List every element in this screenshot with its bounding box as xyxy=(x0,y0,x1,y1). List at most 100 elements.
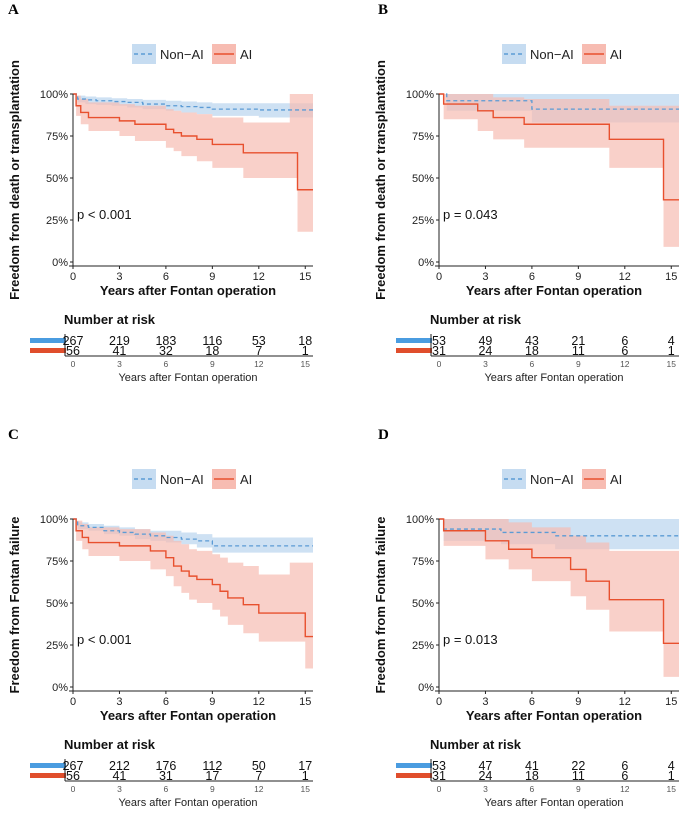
km-curve-ai xyxy=(439,93,679,201)
x-tick-label: 0 xyxy=(70,696,76,708)
risk-count-non-ai: 116 xyxy=(202,334,222,348)
risk-count-ai: 1 xyxy=(302,344,309,358)
x-tick-label: 6 xyxy=(163,696,169,708)
risk-x-tick-label: 3 xyxy=(483,359,488,369)
risk-x-tick-label: 15 xyxy=(301,784,311,794)
risk-count-ai: 56 xyxy=(66,344,80,358)
y-tick-label: 0% xyxy=(52,682,68,694)
risk-x-tick-label: 9 xyxy=(210,784,215,794)
risk-count-ai: 31 xyxy=(432,769,446,783)
risk-x-tick-label: 6 xyxy=(164,784,169,794)
y-tick-label: 75% xyxy=(412,556,434,568)
y-tick-label: 50% xyxy=(412,598,434,610)
x-axis-label: Years after Fontan operation xyxy=(466,283,642,298)
legend-label-ai: AI xyxy=(240,472,252,487)
risk-count-ai: 31 xyxy=(159,769,173,783)
risk-table-title: Number at risk xyxy=(64,737,156,752)
legend-label-non-ai: Non−AI xyxy=(160,47,204,62)
risk-x-tick-label: 0 xyxy=(71,359,76,369)
panel-d: D Non−AI AI 0% 25% 50% 75% 100% 0 3 6 9 12 15 Years af… xyxy=(373,427,679,809)
panel-letter: B xyxy=(378,2,388,18)
risk-count-ai: 41 xyxy=(112,344,126,358)
x-tick-label: 9 xyxy=(209,271,215,283)
x-tick-label: 9 xyxy=(209,696,215,708)
legend: Non−AI AI xyxy=(502,44,622,64)
legend-label-ai: AI xyxy=(240,47,252,62)
y-tick-label: 100% xyxy=(406,514,434,526)
y-tick-label: 50% xyxy=(412,173,434,185)
y-axis-label: Freedom from Fontan failure xyxy=(373,517,388,694)
panel-c: C Non−AI AI 0% 25% 50% 75% 100% 0 3 6 9 12 15 Years af… xyxy=(7,427,313,809)
risk-x-axis-label: Years after Fontan operation xyxy=(484,372,623,384)
risk-count-non-ai: 6 xyxy=(621,759,628,773)
x-tick-label: 6 xyxy=(163,271,169,283)
ci-band-non-ai xyxy=(73,519,313,553)
risk-x-tick-label: 0 xyxy=(437,359,442,369)
risk-count-ai: 11 xyxy=(572,344,585,358)
y-tick-label: 50% xyxy=(46,173,68,185)
km-curve-non-ai xyxy=(439,518,679,537)
risk-count-non-ai: 50 xyxy=(252,759,266,773)
legend-label-non-ai: Non−AI xyxy=(160,472,204,487)
risk-x-tick-label: 0 xyxy=(71,784,76,794)
risk-count-non-ai: 53 xyxy=(432,759,446,773)
risk-x-tick-label: 3 xyxy=(117,359,122,369)
x-tick-label: 12 xyxy=(253,696,265,708)
x-tick-label: 15 xyxy=(665,271,677,283)
x-tick-label: 3 xyxy=(116,271,122,283)
risk-x-tick-label: 12 xyxy=(620,359,630,369)
risk-count-ai: 31 xyxy=(432,344,446,358)
risk-x-tick-label: 9 xyxy=(576,784,581,794)
ci-band-ai xyxy=(439,519,679,677)
x-tick-label: 9 xyxy=(575,271,581,283)
risk-count-non-ai: 21 xyxy=(571,334,585,348)
risk-x-tick-label: 15 xyxy=(667,784,677,794)
risk-count-ai: 17 xyxy=(205,769,219,783)
y-tick-label: 0% xyxy=(52,257,68,269)
y-tick-label: 25% xyxy=(412,640,434,652)
risk-x-axis-label: Years after Fontan operation xyxy=(118,797,257,809)
risk-count-ai: 1 xyxy=(668,769,675,783)
risk-key-non-ai xyxy=(396,338,432,343)
risk-count-non-ai: 41 xyxy=(525,759,539,773)
risk-count-ai: 18 xyxy=(205,344,219,358)
risk-count-ai: 18 xyxy=(525,769,539,783)
x-tick-label: 6 xyxy=(529,271,535,283)
x-tick-label: 0 xyxy=(436,271,442,283)
risk-count-non-ai: 176 xyxy=(155,759,176,773)
x-tick-label: 15 xyxy=(665,696,677,708)
risk-count-ai: 6 xyxy=(621,769,628,783)
y-tick-label: 100% xyxy=(40,514,68,526)
p-value: p < 0.001 xyxy=(77,207,132,222)
risk-x-tick-label: 6 xyxy=(164,359,169,369)
legend: Non−AI AI xyxy=(132,44,252,64)
risk-count-non-ai: 112 xyxy=(202,759,222,773)
risk-key-non-ai xyxy=(30,763,66,768)
risk-table: Number at risk 53 47 41 22 6 4 31 24 18 11 6 1 0 3 6 9 12… xyxy=(396,737,679,809)
risk-x-tick-label: 12 xyxy=(254,359,264,369)
p-value: p = 0.013 xyxy=(443,632,498,647)
risk-count-non-ai: 17 xyxy=(298,759,312,773)
legend-label-ai: AI xyxy=(610,472,622,487)
km-curve-ai xyxy=(439,518,679,645)
y-tick-label: 100% xyxy=(40,89,68,101)
risk-count-non-ai: 4 xyxy=(668,334,675,348)
risk-key-non-ai xyxy=(396,763,432,768)
y-tick-label: 75% xyxy=(412,131,434,143)
risk-count-non-ai: 53 xyxy=(252,334,266,348)
x-tick-label: 3 xyxy=(482,696,488,708)
risk-count-non-ai: 53 xyxy=(432,334,446,348)
x-tick-label: 12 xyxy=(253,271,265,283)
y-tick-label: 50% xyxy=(46,598,68,610)
risk-x-tick-label: 15 xyxy=(667,359,677,369)
risk-count-ai: 1 xyxy=(302,769,309,783)
km-curve-non-ai xyxy=(73,93,313,111)
x-axis-label: Years after Fontan operation xyxy=(100,283,276,298)
risk-count-ai: 24 xyxy=(478,769,492,783)
risk-count-non-ai: 4 xyxy=(668,759,675,773)
risk-count-ai: 11 xyxy=(572,769,585,783)
risk-count-ai: 7 xyxy=(255,344,262,358)
risk-x-tick-label: 6 xyxy=(530,784,535,794)
